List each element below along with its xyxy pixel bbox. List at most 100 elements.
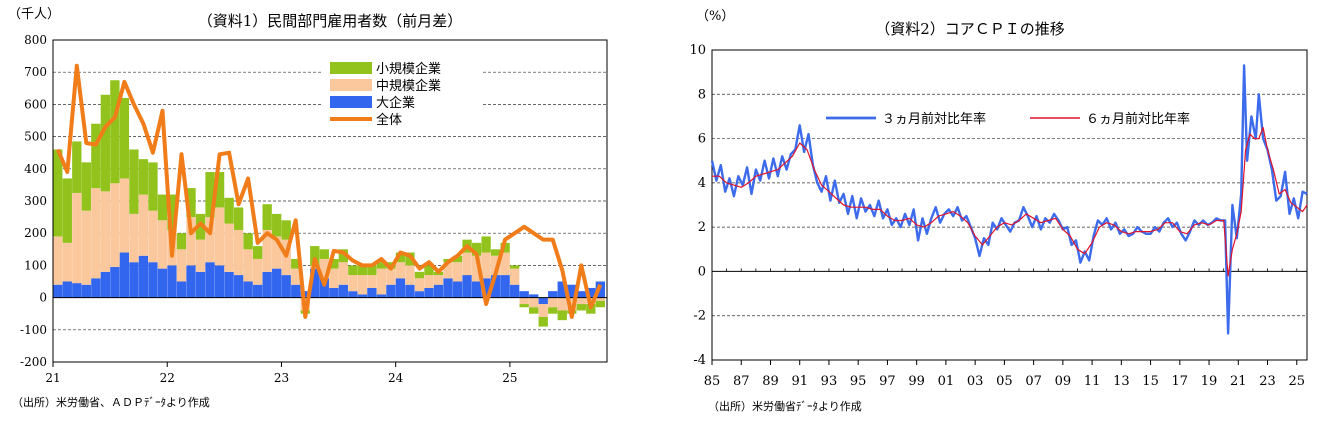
y-tick-label: -100: [20, 323, 47, 337]
bar-segment: [195, 239, 206, 272]
bar-segment: [424, 287, 434, 298]
x-tick-label: 99: [908, 374, 925, 389]
bar-segment: [110, 183, 120, 268]
x-tick-label: 23: [1259, 374, 1276, 389]
legend-swatch: [330, 62, 372, 74]
bar-segment: [462, 252, 472, 276]
bar-segment: [538, 304, 548, 317]
bar-segment: [281, 275, 291, 298]
bar-segment: [91, 278, 101, 298]
bar-segment: [252, 246, 263, 259]
bar-segment: [176, 233, 187, 250]
bar-segment: [462, 275, 472, 298]
bar-segment: [595, 297, 606, 301]
bar-segment: [357, 265, 368, 276]
source-note: （出所）米労働省ﾃﾞｰﾀより作成: [708, 399, 862, 413]
x-tick-label: 03: [967, 374, 984, 389]
bar-segment: [386, 284, 396, 298]
bar-segment: [72, 283, 82, 298]
bar-segment: [62, 242, 72, 282]
y-tick-label: -4: [693, 353, 706, 368]
bar-segment: [395, 278, 406, 298]
x-tick-label: 21: [1230, 374, 1247, 389]
bar-segment: [481, 278, 491, 298]
bar-segment: [100, 271, 111, 298]
y-tick-label: 0: [698, 264, 706, 279]
bar-segment: [529, 307, 539, 314]
legend-label: 全体: [376, 112, 402, 128]
legend-label: ３ヵ月前対比年率: [882, 111, 986, 127]
bar-segment: [500, 252, 510, 276]
x-tick-label: 01: [938, 374, 955, 389]
bar-segment: [576, 291, 586, 298]
bar-segment: [595, 300, 606, 308]
bar-segment: [205, 217, 215, 263]
bar-segment: [414, 271, 425, 279]
bar-segment: [567, 284, 577, 298]
x-tick-label: 22: [160, 371, 175, 385]
x-tick-label: 25: [502, 371, 517, 385]
bar-segment: [500, 242, 510, 253]
bar-segment: [338, 284, 348, 298]
legend-swatch: [330, 79, 372, 91]
bar-segment: [195, 271, 206, 298]
bar-segment: [233, 275, 244, 298]
bar-segment: [272, 213, 282, 237]
series-line-total: [55, 63, 603, 319]
bar-segment: [452, 255, 463, 263]
bar-segment: [329, 258, 339, 269]
bar-segment: [329, 268, 339, 288]
bar-segment: [576, 297, 586, 305]
bar-segment: [357, 275, 368, 295]
bar-segment: [138, 255, 149, 298]
bar-segment: [186, 188, 196, 218]
bar-segment: [529, 294, 539, 298]
bar-segment: [176, 249, 187, 282]
bar-segment: [452, 262, 463, 282]
x-tick-label: 24: [388, 371, 404, 385]
bar-segment: [395, 262, 406, 279]
bar-segment: [376, 294, 387, 298]
bar-segment: [376, 268, 387, 295]
y-tick-label: 200: [24, 226, 47, 240]
bar-segment: [490, 275, 501, 298]
source-note: （出所）米労働省、ＡＤＰﾃﾞｰﾀより作成: [12, 395, 210, 409]
bar-segment: [53, 284, 63, 298]
series-line-1: [712, 126, 1308, 277]
bar-segment: [110, 267, 120, 298]
bar-segment: [510, 284, 520, 298]
bar-segment: [376, 262, 387, 269]
bar-segment: [262, 271, 272, 298]
bar-segment: [319, 258, 329, 279]
legend-box: [820, 106, 1228, 130]
bar-segment: [81, 210, 91, 285]
legend-label: ６ヵ月前対比年率: [1086, 111, 1190, 127]
bar-segment: [510, 268, 520, 285]
bar-segment: [395, 252, 406, 263]
x-tick-label: 95: [850, 374, 867, 389]
bar-segment: [405, 265, 415, 285]
x-tick-label: 09: [1055, 374, 1072, 389]
bar-segment: [538, 297, 548, 305]
bar-segment: [129, 149, 139, 214]
x-tick-label: 89: [762, 374, 779, 389]
bar-segment: [319, 249, 329, 259]
x-tick-label: 15: [1142, 374, 1159, 389]
bar-segment: [557, 310, 567, 321]
bar-segment: [329, 287, 339, 298]
y-tick-label: 700: [24, 65, 47, 79]
y-axis-unit: （千人）: [8, 7, 60, 22]
bar-segment: [443, 278, 453, 298]
x-tick-label: 13: [1113, 374, 1130, 389]
bar-segment: [443, 262, 453, 279]
bar-segment: [72, 192, 82, 284]
y-axis-unit: （%）: [696, 9, 734, 24]
plot-frame: [711, 49, 1308, 361]
bar-segment: [510, 265, 520, 269]
bar-segment: [53, 149, 63, 237]
y-tick-label: 500: [24, 130, 47, 144]
x-tick-label: 93: [821, 374, 838, 389]
bar-segment: [490, 255, 501, 276]
bar-segment: [262, 229, 272, 272]
x-tick-label: 21: [45, 371, 60, 385]
